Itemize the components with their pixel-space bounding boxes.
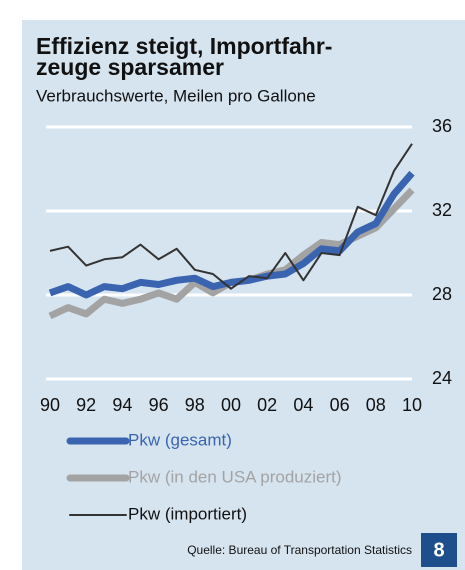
x-tick-label: 92 xyxy=(76,395,96,415)
x-tick-label: 94 xyxy=(112,395,132,415)
y-tick-label: 32 xyxy=(432,200,452,220)
y-tick-label: 28 xyxy=(432,284,452,304)
x-tick-label: 90 xyxy=(40,395,60,415)
series-line xyxy=(48,170,415,299)
legend-label: Pkw (importiert) xyxy=(128,504,247,523)
y-tick-label: 36 xyxy=(432,116,452,136)
source: Quelle: Bureau of Transportation Statist… xyxy=(187,543,412,557)
x-tick-label: 98 xyxy=(185,395,205,415)
x-tick-label: 00 xyxy=(221,395,241,415)
y-tick-label: 24 xyxy=(432,368,452,388)
page-number: 8 xyxy=(433,539,444,561)
x-tick-label: 96 xyxy=(149,395,169,415)
legend-label: Pkw (gesamt) xyxy=(128,430,232,449)
x-tick-label: 04 xyxy=(293,395,313,415)
legend-label: Pkw (in den USA produziert) xyxy=(128,467,342,486)
x-tick-label: 06 xyxy=(330,395,350,415)
chart-title: zeuge sparsamer xyxy=(36,54,224,80)
page-badge xyxy=(421,533,457,567)
x-tick-label: 02 xyxy=(257,395,277,415)
x-tick-label: 10 xyxy=(402,395,422,415)
x-tick-label: 08 xyxy=(366,395,386,415)
series-line xyxy=(49,143,413,290)
chart-subtitle: Verbrauchswerte, Meilen pro Gallone xyxy=(36,86,316,105)
chart-title: Effizienz steigt, Importfahr- xyxy=(36,33,332,59)
